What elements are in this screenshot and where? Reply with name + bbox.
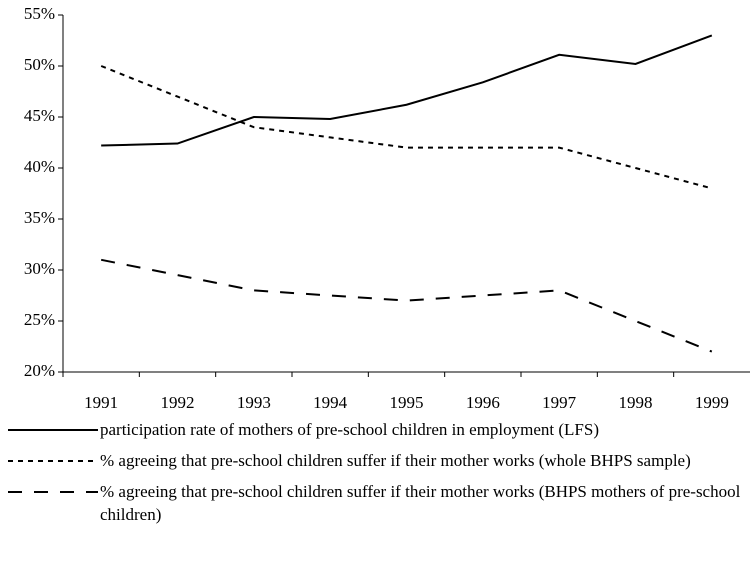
x-tick-label: 1998 [619, 393, 653, 410]
legend-entry: % agreeing that pre-school children suff… [8, 480, 748, 526]
x-tick-label: 1993 [237, 393, 271, 410]
y-tick-label: 30% [24, 259, 55, 278]
x-tick-label: 1997 [542, 393, 577, 410]
x-tick-label: 1994 [313, 393, 348, 410]
legend-entry: participation rate of mothers of pre-sch… [8, 418, 748, 441]
chart: 20% 25% 30% 35% 40% 45% 50% 55% 1991 1992 1993 1994… [24, 4, 750, 412]
y-tick-label: 20% [24, 361, 55, 380]
x-tick-label: 1996 [466, 393, 500, 410]
series-line [101, 34, 713, 147]
y-tick-label: 25% [24, 310, 55, 329]
y-tick-label: 50% [24, 55, 55, 74]
y-tick-label: 55% [24, 4, 55, 23]
series-line [100, 258, 713, 353]
legend: participation rate of mothers of pre-sch… [8, 418, 748, 534]
series-line [100, 65, 713, 190]
legend-swatch [8, 429, 98, 431]
legend-label: % agreeing that pre-school children suff… [100, 482, 741, 524]
y-tick-label: 45% [24, 106, 55, 125]
y-tick-label: 35% [24, 208, 55, 227]
legend-label: % agreeing that pre-school children suff… [100, 451, 691, 470]
legend-swatch [8, 491, 98, 493]
legend-swatch [8, 460, 98, 462]
x-tick-label: 1999 [695, 393, 729, 410]
legend-label: participation rate of mothers of pre-sch… [100, 420, 600, 439]
y-tick-label: 40% [24, 157, 55, 176]
legend-entry: % agreeing that pre-school children suff… [8, 449, 748, 472]
x-tick-label: 1995 [390, 393, 424, 410]
x-tick-label: 1992 [161, 393, 195, 410]
x-tick-label: 1991 [84, 393, 118, 410]
